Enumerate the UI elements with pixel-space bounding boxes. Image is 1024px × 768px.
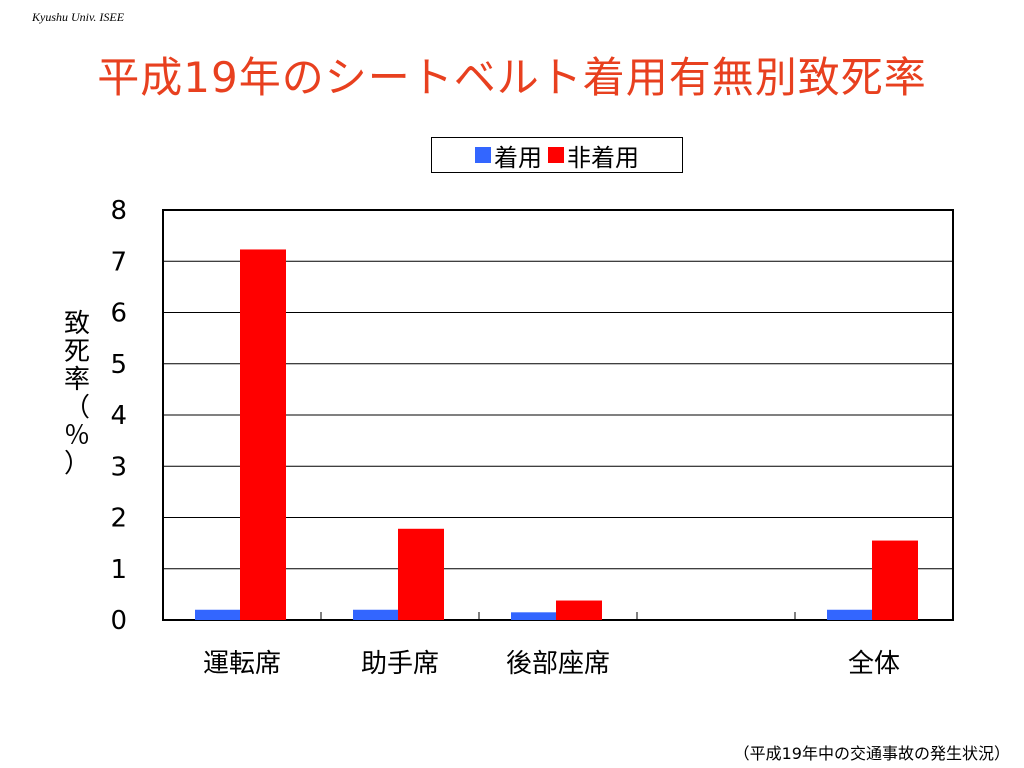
y-axis-label-char: 死: [63, 337, 90, 367]
y-tick-label: 6: [110, 299, 127, 329]
bar-seatbelt-on: [827, 609, 873, 620]
y-tick-label: 4: [110, 401, 127, 431]
source-note: （平成19年中の交通事故の発生状況）: [733, 744, 1010, 763]
legend-swatch-seatbelt-off: [548, 147, 564, 163]
legend-item-seatbelt-on: 着用: [475, 138, 542, 173]
y-tick-label: 8: [110, 196, 127, 226]
y-tick-label: 2: [110, 504, 127, 534]
bar-seatbelt-off: [872, 540, 918, 620]
page-title: 平成19年のシートベルト着用有無別致死率: [97, 53, 927, 102]
bar-seatbelt-on: [353, 609, 399, 620]
legend-label-seatbelt-off: 非着用: [567, 143, 639, 172]
y-axis-label-char: ）: [63, 449, 90, 479]
y-tick-label: 0: [110, 606, 127, 636]
y-axis-label-char: 率: [63, 365, 90, 395]
x-category-label: 助手席: [361, 649, 439, 679]
y-tick-label: 1: [110, 555, 127, 585]
y-tick-label: 3: [110, 452, 127, 482]
y-axis-label: 致 死 率 （ ％ ）: [62, 310, 92, 478]
y-axis-label-char: ％: [63, 421, 90, 451]
y-tick-label: 5: [110, 350, 127, 380]
y-tick-label: 7: [110, 247, 127, 277]
legend-item-seatbelt-off: 非着用: [548, 138, 639, 173]
bar-seatbelt-on: [195, 609, 241, 620]
y-axis-label-char: （: [63, 393, 90, 423]
bar-seatbelt-off: [556, 600, 602, 620]
bar-seatbelt-off: [240, 249, 286, 620]
organization-label: Kyushu Univ. ISEE: [32, 10, 125, 24]
x-category-label: 後部座席: [506, 649, 610, 679]
y-axis-label-char: 致: [63, 309, 90, 339]
legend-swatch-seatbelt-on: [475, 147, 491, 163]
bar-seatbelt-on: [511, 612, 557, 620]
bar-seatbelt-off: [398, 528, 444, 620]
legend-label-seatbelt-on: 着用: [494, 143, 542, 172]
chart-legend: 着用 非着用: [431, 137, 683, 173]
x-category-label: 全体: [848, 649, 900, 679]
x-category-label: 運転席: [203, 649, 281, 679]
